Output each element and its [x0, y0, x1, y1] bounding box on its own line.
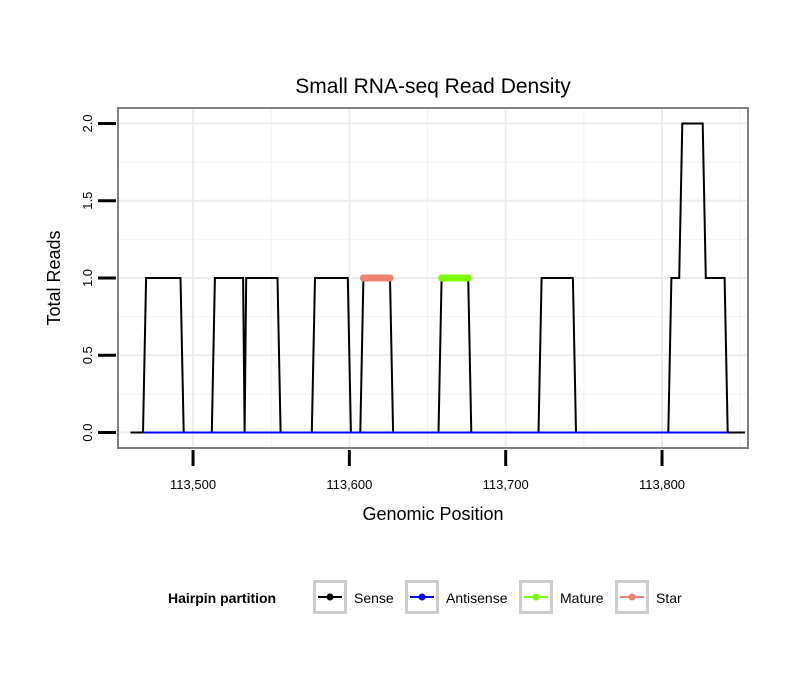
x-tick-label-2: 113,700: [483, 477, 529, 492]
legend-label-antisense: Antisense: [446, 590, 508, 606]
chart-title: Small RNA-seq Read Density: [295, 75, 571, 98]
y-axis-title: Total Reads: [44, 230, 64, 325]
legend-key-point-star: [628, 593, 636, 601]
legend-title: Hairpin partition: [168, 590, 276, 606]
x-axis: 113,500 113,600 113,700 113,800: [170, 450, 685, 492]
legend: Hairpin partition Sense Antisense Mature St…: [168, 580, 682, 614]
legend-key-point-mature: [532, 593, 540, 601]
x-tick-label-0: 113,500: [170, 477, 216, 492]
y-tick-label-0: 0.0: [80, 424, 95, 442]
data-series: [130, 122, 745, 434]
legend-key-point-sense: [326, 593, 334, 601]
plot-panel-border: [117, 107, 749, 449]
legend-key-point-antisense: [418, 593, 426, 601]
x-tick-label-1: 113,600: [326, 477, 372, 492]
y-axis: 0.0 0.5 1.0 1.5 2.0: [80, 114, 116, 442]
y-tick-label-4: 2.0: [80, 114, 95, 132]
y-tick-label-2: 1.0: [80, 269, 95, 287]
y-tick-label-1: 0.5: [80, 346, 95, 364]
x-axis-title: Genomic Position: [362, 504, 503, 524]
legend-label-mature: Mature: [560, 590, 604, 606]
x-tick-label-3: 113,800: [639, 477, 685, 492]
legend-label-sense: Sense: [354, 590, 394, 606]
y-tick-label-3: 1.5: [80, 192, 95, 210]
legend-label-star: Star: [656, 590, 682, 606]
